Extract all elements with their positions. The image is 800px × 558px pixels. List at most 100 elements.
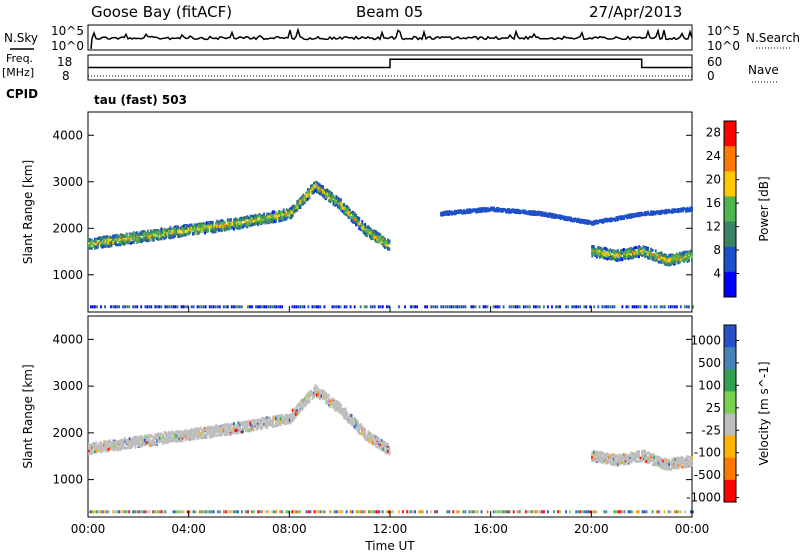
power-echo-cell [638, 245, 640, 248]
power-echo-cell [638, 213, 640, 216]
power-clutter-cell [547, 305, 549, 308]
nave-label: Nave [748, 63, 779, 77]
power-echo-cell [170, 236, 172, 239]
power-clutter-cell [241, 305, 243, 308]
power-echo-cell [277, 215, 279, 218]
power-echo-cell [472, 210, 474, 213]
station-title: Goose Bay (fitACF) [91, 3, 232, 21]
power-clutter-cell [475, 305, 477, 308]
power-panel-frame [88, 112, 692, 312]
power-clutter-cell [217, 305, 219, 308]
power-echo-cell [691, 258, 693, 261]
power-clutter-cell [247, 305, 249, 308]
power-echo-cell [502, 208, 504, 211]
power-echo-cell [487, 207, 489, 210]
power-echo-cell [653, 259, 655, 262]
power-clutter-cell [539, 305, 541, 308]
power-clutter-cell [344, 305, 346, 308]
power-clutter-cell [201, 305, 203, 308]
power-echo-cell [309, 195, 311, 198]
power-echo-cell [96, 239, 98, 242]
power-clutter-cell [271, 305, 273, 308]
power-clutter-cell [664, 305, 666, 308]
power-echo-cell [212, 221, 214, 224]
power-echo-cell [139, 231, 141, 234]
power-echo-cell [337, 198, 339, 201]
power-clutter-cell [503, 305, 505, 308]
power-clutter-cell [461, 305, 463, 308]
power-clutter-cell [509, 305, 511, 308]
power-clutter-cell [585, 305, 587, 308]
power-echo-cell [457, 210, 459, 213]
power-echo-cell [231, 226, 233, 229]
power-clutter-cell [227, 305, 229, 308]
power-colorbar-segment [724, 121, 736, 147]
power-clutter-cell [132, 305, 134, 308]
power-echo-cell [688, 257, 690, 260]
power-colorbar-tick-label: 24 [706, 149, 721, 163]
power-echo-cell [322, 186, 324, 189]
power-clutter-cell [159, 305, 161, 308]
power-echo-cell [668, 209, 670, 212]
velocity-echo-cell [307, 394, 309, 397]
power-clutter-cell [308, 305, 310, 308]
power-echo-cell [563, 216, 565, 219]
power-echo-cell [292, 205, 294, 208]
power-echo-cell [517, 211, 519, 214]
power-clutter-cell [601, 305, 603, 308]
power-clutter-cell [150, 305, 152, 308]
power-clutter-cell [211, 305, 213, 308]
noise-left-tick-bottom: 10^0 [51, 39, 84, 53]
power-clutter-cell [110, 305, 112, 308]
power-clutter-cell [332, 305, 334, 308]
power-clutter-cell [126, 305, 128, 308]
power-colorbar-tick-label: 4 [713, 267, 721, 281]
power-clutter-cell [607, 305, 609, 308]
power-clutter-cell [416, 305, 418, 308]
power-clutter-cell [291, 305, 293, 308]
power-clutter-cell [167, 305, 169, 308]
velocity-echo-cell [182, 439, 184, 442]
power-echo-cell [683, 254, 685, 257]
power-clutter-cell [259, 305, 261, 308]
power-clutter-cell [191, 305, 193, 308]
power-clutter-cell [434, 305, 436, 308]
power-clutter-cell [360, 305, 362, 308]
velocity-echo-cell [231, 423, 233, 426]
power-clutter-cell [215, 305, 217, 308]
power-clutter-cell [314, 305, 316, 308]
power-clutter-cell [297, 305, 299, 308]
power-clutter-cell [688, 305, 690, 308]
power-clutter-cell [519, 305, 521, 308]
velocity-echo-cell [200, 432, 202, 435]
power-clutter-cell [301, 305, 303, 308]
power-echo-cell [532, 210, 534, 213]
velocity-echo-cell [109, 447, 111, 450]
power-clutter-cell [628, 305, 630, 308]
power-clutter-cell [513, 305, 515, 308]
power-clutter-cell [436, 305, 438, 308]
power-clutter-cell [269, 305, 271, 308]
power-echo-cell [623, 216, 625, 219]
power-clutter-cell [612, 305, 614, 308]
power-echo-cell [593, 251, 595, 254]
power-clutter-cell [299, 305, 301, 308]
velocity-echo-cell [337, 401, 339, 404]
velocity-echo-cell [96, 449, 98, 452]
power-echo-cell [638, 255, 640, 258]
power-clutter-cell [90, 305, 92, 308]
power-clutter-cell [116, 305, 118, 308]
power-clutter-cell [100, 305, 102, 308]
velocity-echo-cell [200, 436, 202, 439]
power-clutter-cell [583, 305, 585, 308]
power-echo-cell [154, 231, 156, 234]
power-clutter-cell [668, 305, 670, 308]
power-clutter-cell [277, 305, 279, 308]
power-clutter-cell [674, 305, 676, 308]
power-echo-cell [185, 227, 187, 230]
power-clutter-cell [257, 305, 259, 308]
cpid-value: tau (fast) 503 [94, 93, 187, 107]
velocity-echo-cell [262, 417, 264, 420]
velocity-echo-cell [352, 423, 354, 426]
power-clutter-cell [346, 305, 348, 308]
